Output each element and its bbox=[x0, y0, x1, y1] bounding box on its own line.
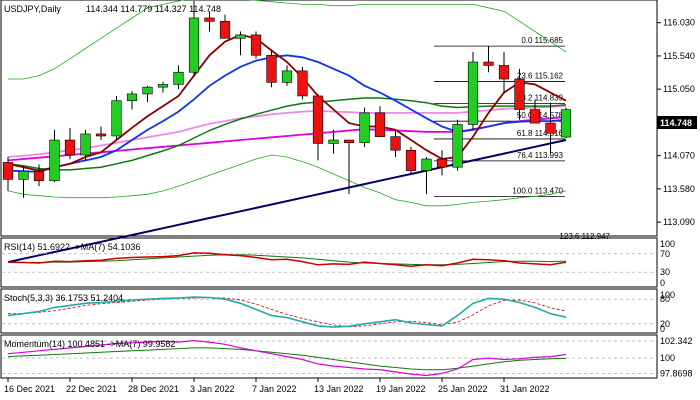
bollinger-upper-line bbox=[8, 0, 567, 80]
fib-label-2: 38.2 114.839 bbox=[517, 93, 564, 102]
candle-body bbox=[297, 70, 308, 97]
candle-body bbox=[483, 61, 494, 66]
stoch-k-line bbox=[7, 296, 567, 328]
candle-body bbox=[235, 34, 246, 39]
osc-tick-label: 100 bbox=[660, 239, 675, 249]
fib-label-3: 50.0 114.578 bbox=[517, 111, 564, 120]
candle-body bbox=[126, 93, 138, 102]
candle-body bbox=[142, 86, 153, 95]
price-tick-label: 116.030 bbox=[663, 18, 695, 28]
rsi-label: RSI(14) 51.6922 ->MA(7) 54.1036 bbox=[4, 242, 140, 252]
candle-body bbox=[204, 17, 215, 22]
date-tick-label: 19 Jan 2022 bbox=[376, 384, 426, 394]
osc-tick-label: 0 bbox=[660, 278, 665, 288]
candle-body bbox=[33, 170, 45, 182]
candle-body bbox=[560, 109, 572, 138]
chart-title: USDJPY,Daily bbox=[4, 4, 61, 14]
fib-label-4: 61.8 114.316 bbox=[517, 129, 564, 138]
candle-body bbox=[2, 162, 14, 180]
price-tick-label: 113.580 bbox=[663, 184, 695, 194]
candle-body bbox=[467, 61, 479, 125]
price-tick-label: 114.070 bbox=[663, 151, 695, 161]
osc-tick-label: 100 bbox=[660, 353, 675, 363]
momentum-ma-line bbox=[7, 347, 567, 371]
candle-body bbox=[405, 149, 417, 171]
stoch-panel bbox=[0, 288, 658, 334]
osc-tick-label: 97.8698 bbox=[660, 369, 693, 379]
candle-body bbox=[436, 158, 448, 168]
candle-body bbox=[266, 54, 277, 83]
date-tick-label: 28 Dec 2021 bbox=[128, 384, 179, 394]
date-tick-label: 13 Jan 2022 bbox=[314, 384, 364, 394]
candle-body bbox=[250, 34, 262, 56]
price-tick-label: 115.050 bbox=[663, 84, 695, 94]
date-tick-label: 31 Jan 2022 bbox=[500, 384, 550, 394]
rsi-line bbox=[7, 252, 567, 267]
osc-tick-label: 0 bbox=[660, 324, 665, 334]
date-tick-label: 7 Jan 2022 bbox=[252, 384, 297, 394]
osc-tick-label: 30 bbox=[660, 267, 670, 277]
candle-body bbox=[219, 21, 231, 39]
candle-body bbox=[374, 112, 386, 137]
candle-body bbox=[421, 158, 432, 171]
candle-body bbox=[498, 65, 510, 80]
candle-body bbox=[390, 136, 401, 151]
candle-body bbox=[188, 17, 200, 73]
candle-body bbox=[328, 139, 339, 144]
fib-label-0: 0.0 115.685 bbox=[521, 36, 563, 45]
candle-body bbox=[49, 139, 60, 182]
candle-body bbox=[18, 170, 29, 180]
candles bbox=[2, 1, 572, 198]
ma-blue-line bbox=[7, 54, 567, 173]
bollinger-lower-line bbox=[7, 154, 567, 207]
candle-body bbox=[64, 139, 76, 156]
osc-tick-label: 100 bbox=[660, 290, 675, 300]
momentum-line bbox=[7, 339, 567, 377]
candle-body bbox=[173, 71, 184, 85]
date-tick-label: 22 Dec 2021 bbox=[66, 384, 117, 394]
osc-tick-label: 80 bbox=[660, 294, 670, 304]
last-price-box bbox=[657, 116, 697, 129]
candle-body bbox=[312, 95, 324, 144]
candle-body bbox=[514, 78, 525, 110]
rsi-panel bbox=[0, 237, 658, 288]
candle-body bbox=[545, 122, 556, 134]
fib-label-1: 23.6 115.162 bbox=[517, 72, 564, 81]
stoch-d-line bbox=[8, 297, 567, 328]
osc-tick-label: 20 bbox=[660, 319, 670, 329]
fib-label-cut: 123.6 112.947 bbox=[559, 232, 610, 241]
stoch-label: Stoch(5,3,3) 36.1753 51.2404 bbox=[4, 293, 123, 303]
last-price-label: 114.748 bbox=[660, 118, 692, 128]
candle-body bbox=[529, 109, 541, 124]
date-axis: 16 Dec 2021 22 Dec 2021 28 Dec 2021 3 Jan 2… bbox=[4, 378, 550, 394]
date-tick-label: 25 Jan 2022 bbox=[438, 384, 488, 394]
price-tick-label: 113.090 bbox=[663, 217, 695, 227]
candle-body bbox=[359, 112, 370, 144]
candle-body bbox=[343, 139, 355, 144]
date-tick-label: 16 Dec 2021 bbox=[4, 384, 55, 394]
osc-tick-label: 102.342 bbox=[660, 336, 693, 346]
osc-tick-label: 70 bbox=[660, 249, 670, 259]
date-tick-label: 3 Jan 2022 bbox=[190, 384, 235, 394]
candle-body bbox=[95, 133, 107, 137]
rsi-ma-line bbox=[8, 254, 567, 266]
candle-body bbox=[80, 133, 91, 156]
candle-body bbox=[452, 124, 463, 168]
momentum-label: Momentum(14) 100.4851 ->MA(7) 99.9582 bbox=[4, 339, 175, 349]
price-tick-label: 115.540 bbox=[663, 51, 695, 61]
ohlc-readout: 114.344 114.779 114.327 114.748 bbox=[86, 4, 221, 14]
candle-body bbox=[281, 70, 293, 83]
ma-navy-line bbox=[7, 139, 567, 264]
candle-body bbox=[111, 100, 122, 137]
fib-label-6: 100.0 113.470 bbox=[512, 186, 563, 195]
candle-body bbox=[157, 84, 169, 88]
ma-maroon-line bbox=[7, 33, 567, 172]
fib-label-5: 76.4 113.993 bbox=[517, 151, 564, 160]
